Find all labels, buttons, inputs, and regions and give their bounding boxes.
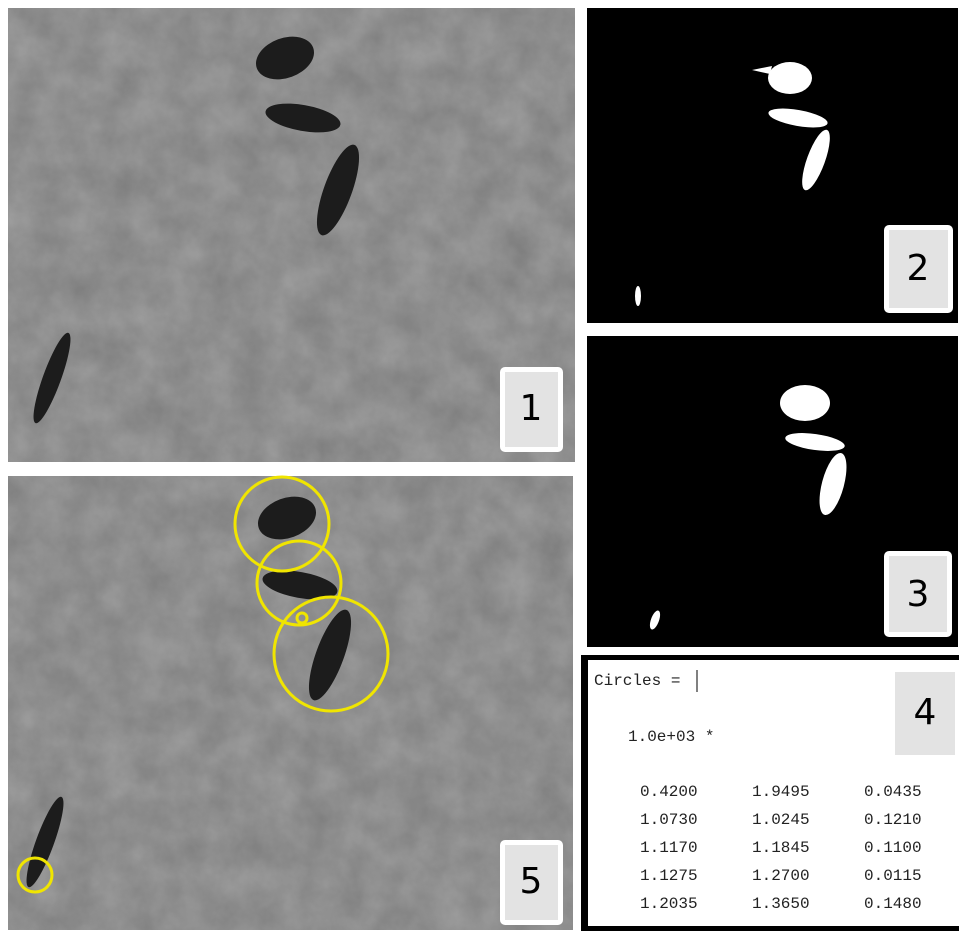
mask-panel: 3: [587, 336, 958, 647]
matrix-cell: 1.1845: [752, 839, 810, 857]
matrix-cell: 1.2700: [752, 867, 810, 885]
matrix-cell: 1.0245: [752, 811, 810, 829]
matrix-cell: 1.3650: [752, 895, 810, 913]
photo-panel: 5: [8, 476, 573, 930]
matrix-cell: 1.2035: [640, 895, 698, 913]
console-panel: Circles = 1.0e+03 * 0.4200 1.9495 0.0435 1.…: [581, 655, 959, 931]
photo-panel: 1: [8, 8, 575, 462]
panel-label: 5: [520, 861, 543, 902]
matrix-cell: 1.1275: [640, 867, 698, 885]
panel-label: 3: [907, 574, 930, 615]
output-scale: 1.0e+03 *: [628, 728, 714, 746]
matrix-cell: 0.1210: [864, 811, 922, 829]
matrix-cell: 0.0115: [864, 867, 922, 885]
mask-panel: 2: [587, 8, 958, 323]
matrix-cell: 0.1480: [864, 895, 922, 913]
matrix-cell: 0.0435: [864, 783, 922, 801]
matrix-cell: 0.1100: [864, 839, 922, 857]
matrix-cell: 1.0730: [640, 811, 698, 829]
output-heading: Circles =: [594, 672, 680, 690]
matrix-cell: 1.1170: [640, 839, 698, 857]
matrix-cell: 0.4200: [640, 783, 698, 801]
figure: 1 2 3 Circles = 1.0e+03 * 0.4200 1.9495 0.…: [0, 0, 959, 931]
matrix-cell: 1.9495: [752, 783, 810, 801]
panel-label: 2: [907, 248, 930, 289]
panel-label: 1: [520, 388, 543, 429]
panel-label: 4: [914, 692, 937, 733]
